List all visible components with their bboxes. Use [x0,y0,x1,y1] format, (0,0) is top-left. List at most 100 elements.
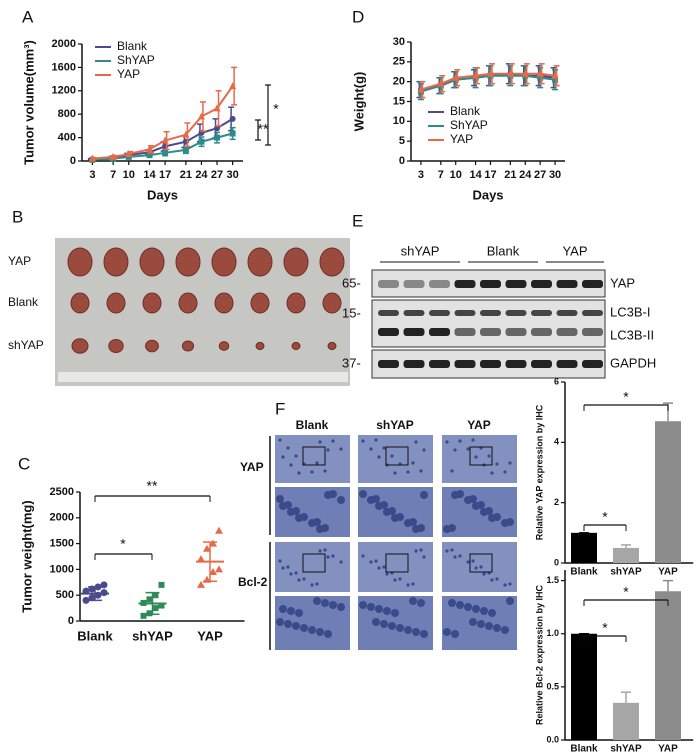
x-tick-label: 17 [159,169,171,181]
inset-box [385,553,409,573]
marker [229,82,237,90]
nucleus [287,607,295,615]
nucleus [414,440,418,444]
nucleus [479,565,483,569]
inset-box [302,553,326,573]
y-axis-label: Weight(g) [351,72,366,132]
band [556,328,578,336]
nucleus [420,630,428,638]
row-label: shYAP [8,338,44,352]
nucleus [480,607,488,615]
tumor [139,247,165,277]
nucleus [391,609,399,617]
nucleus [276,495,284,503]
band [429,310,450,316]
tumor [250,292,270,314]
band [480,360,501,368]
tumor [181,340,195,352]
ihc-image [275,435,350,483]
nucleus [453,448,457,452]
band [505,280,527,288]
nucleus [411,582,415,586]
mw-marker: 65- [342,275,361,290]
y-tick-label: 400 [58,132,76,144]
nucleus [318,440,322,444]
x-tick-label: 30 [549,169,561,181]
nucleus [281,455,285,459]
x-tick-label: YAP [658,567,678,578]
nucleus [396,624,404,632]
nucleus [383,607,391,615]
marker [146,152,153,159]
nucleus [323,469,327,473]
marker [182,146,189,153]
bar [571,532,597,563]
nucleus [390,454,394,458]
band-label: LC3B-I [610,304,650,319]
x-tick-label: 24 [519,169,532,181]
band [556,360,578,368]
tumor [71,338,89,354]
nucleus [474,455,478,459]
nucleus [493,624,501,632]
column-label: YAP [467,418,491,432]
nucleus [482,572,486,576]
nucleus [503,470,507,474]
column-label: shYAP [401,243,440,258]
band [505,310,527,316]
nucleus [464,603,472,611]
x-tick-label: 24 [195,169,208,181]
nucleus [393,578,397,582]
ihc-image [442,435,517,483]
nucleus [315,582,319,586]
y-tick-label: 1500 [50,538,74,550]
x-tick-label: 14 [469,169,482,181]
nucleus [361,439,365,443]
row-label: Blank [8,295,39,309]
column-label: Blank [487,243,520,258]
nucleus [337,496,345,504]
significance: ** [258,121,269,137]
band-label: LC3B-II [610,327,654,342]
significance: * [120,536,126,552]
y-tick-label: 2500 [50,486,74,498]
point [146,610,153,617]
band [403,280,425,288]
ruler [58,372,348,382]
nucleus [339,560,343,564]
y-tick-label: 4 [554,437,559,447]
band [454,328,476,336]
x-tick-label: 21 [180,169,192,181]
y-tick-label: 15 [393,95,405,107]
panel-label: D [352,7,364,26]
band [582,328,603,336]
nucleus [359,601,367,609]
nucleus [289,463,293,467]
tumor [291,341,301,351]
tumor [218,341,230,351]
y-axis-label: Relative YAP expression by IHC [534,404,544,540]
band [378,360,399,368]
point [203,544,211,552]
band [378,328,399,336]
marker [552,76,559,83]
band [429,328,450,336]
marker [486,69,494,77]
legend-label: YAP [450,132,473,146]
nucleus [406,583,410,587]
nucleus [279,605,287,613]
band [505,360,527,368]
tumor [67,247,93,277]
panel-label: A [22,7,34,26]
nucleus [451,491,459,499]
x-tick-label: 3 [418,169,424,181]
point [82,596,90,604]
bar [613,547,639,563]
nucleus [495,577,499,581]
nucleus [278,438,282,442]
nucleus [445,549,449,553]
marker [125,149,133,157]
nucleus [490,471,494,475]
band [480,328,501,336]
nucleus [419,548,423,552]
